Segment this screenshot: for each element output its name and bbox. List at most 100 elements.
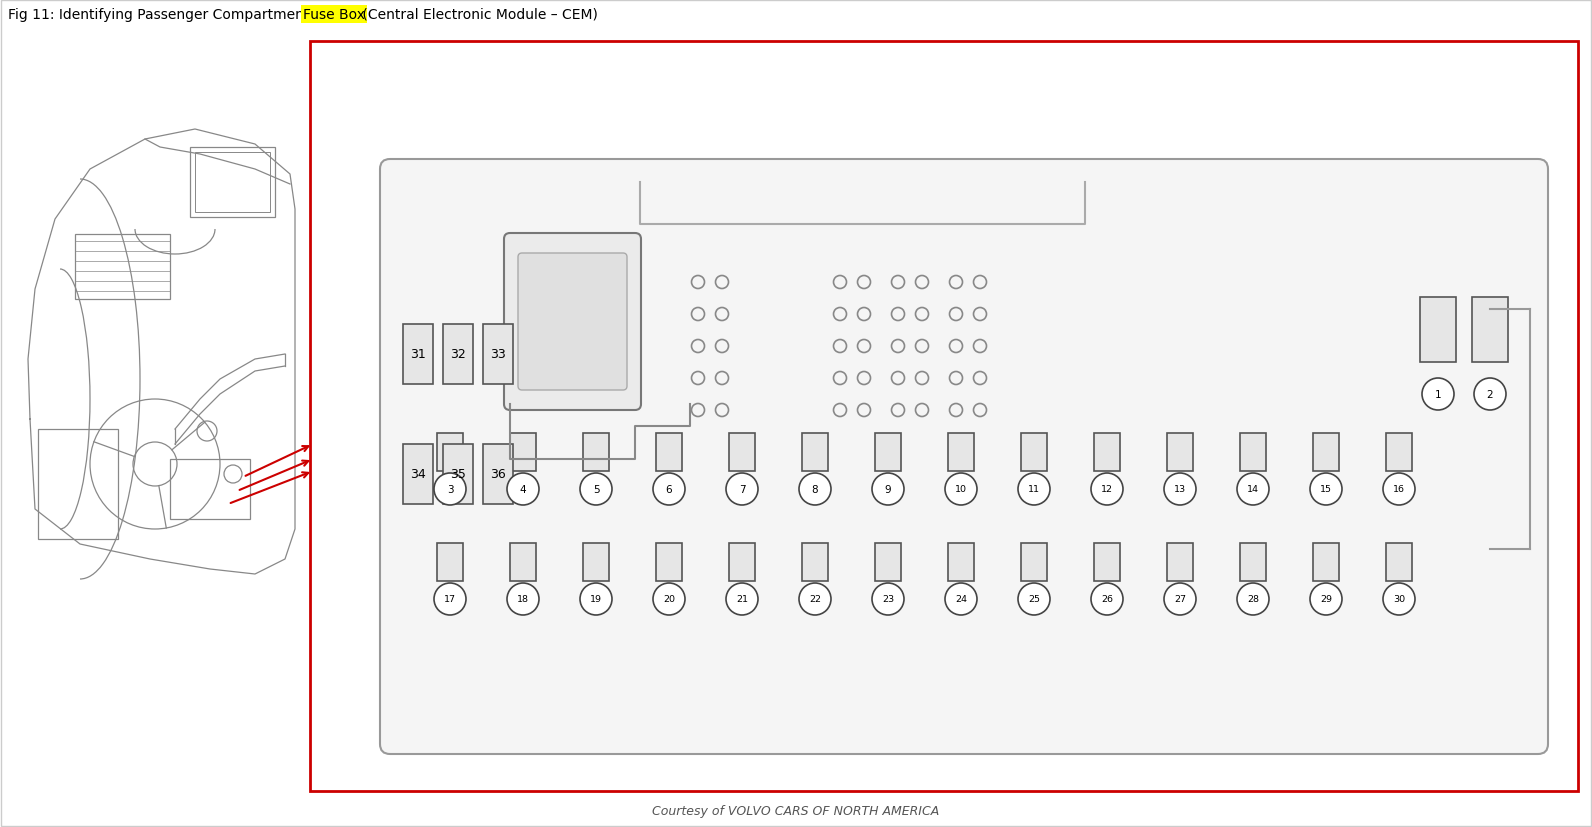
Text: Fig 11: Identifying Passenger Compartment: Fig 11: Identifying Passenger Compartmen… [8, 8, 314, 22]
Circle shape [435, 583, 466, 615]
Text: 6: 6 [665, 485, 672, 495]
Bar [1387, 543, 1412, 581]
Bar [802, 543, 828, 581]
Text: 25: 25 [1028, 595, 1040, 604]
Bar [1473, 297, 1508, 362]
Text: 22: 22 [809, 595, 821, 604]
Bar [729, 543, 755, 581]
Bar [403, 444, 433, 504]
Bar [1387, 433, 1412, 471]
Circle shape [1017, 583, 1051, 615]
Circle shape [1383, 473, 1415, 505]
Circle shape [1237, 473, 1269, 505]
Bar [403, 325, 433, 385]
Bar [38, 429, 118, 539]
Bar [1420, 297, 1457, 362]
Bar [194, 153, 271, 213]
Bar [802, 433, 828, 471]
Text: 32: 32 [451, 348, 466, 361]
Bar [729, 433, 755, 471]
Bar [509, 543, 537, 581]
Circle shape [1310, 583, 1342, 615]
Circle shape [1017, 473, 1051, 505]
Bar [1240, 543, 1266, 581]
Text: 28: 28 [1247, 595, 1259, 604]
Text: 16: 16 [1393, 485, 1406, 494]
Circle shape [435, 473, 466, 505]
Circle shape [1422, 379, 1453, 410]
Bar [189, 148, 275, 218]
Circle shape [1383, 583, 1415, 615]
Bar [1313, 433, 1339, 471]
Text: 12: 12 [1102, 485, 1113, 494]
Text: 5: 5 [592, 485, 599, 495]
Circle shape [1474, 379, 1506, 410]
Bar [583, 433, 610, 471]
Text: 13: 13 [1173, 485, 1186, 494]
Bar [583, 543, 610, 581]
Circle shape [1091, 583, 1122, 615]
Circle shape [799, 473, 831, 505]
Bar [876, 543, 901, 581]
FancyBboxPatch shape [380, 160, 1547, 754]
Bar [509, 433, 537, 471]
Bar [947, 433, 974, 471]
Text: 19: 19 [591, 595, 602, 604]
Circle shape [726, 473, 758, 505]
Bar [947, 543, 974, 581]
Bar [1490, 309, 1539, 549]
Circle shape [579, 583, 611, 615]
Text: 31: 31 [411, 348, 427, 361]
Text: 36: 36 [490, 468, 506, 481]
Text: 3: 3 [447, 485, 454, 495]
Circle shape [946, 473, 977, 505]
Text: 26: 26 [1102, 595, 1113, 604]
Bar [436, 433, 463, 471]
Bar [1020, 543, 1048, 581]
Text: 35: 35 [451, 468, 466, 481]
Text: 34: 34 [411, 468, 427, 481]
Text: Courtesy of VOLVO CARS OF NORTH AMERICA: Courtesy of VOLVO CARS OF NORTH AMERICA [653, 805, 939, 818]
Bar [310, 42, 1578, 791]
Bar [1094, 433, 1121, 471]
Bar [443, 444, 473, 504]
Text: 29: 29 [1320, 595, 1333, 604]
Bar [876, 433, 901, 471]
Text: 8: 8 [812, 485, 818, 495]
Text: 20: 20 [662, 595, 675, 604]
Text: (Central Electronic Module – CEM): (Central Electronic Module – CEM) [358, 8, 599, 22]
Bar [1167, 543, 1192, 581]
Text: Fuse Box: Fuse Box [302, 8, 365, 22]
Circle shape [1310, 473, 1342, 505]
Bar [1313, 543, 1339, 581]
Circle shape [799, 583, 831, 615]
Text: 15: 15 [1320, 485, 1333, 494]
Circle shape [1091, 473, 1122, 505]
Text: 4: 4 [519, 485, 527, 495]
Bar [1020, 433, 1048, 471]
Bar [1094, 543, 1121, 581]
Text: 24: 24 [955, 595, 966, 604]
Bar [482, 444, 513, 504]
Text: 9: 9 [885, 485, 892, 495]
Text: 27: 27 [1173, 595, 1186, 604]
Circle shape [1164, 473, 1196, 505]
Bar [436, 543, 463, 581]
Circle shape [506, 473, 540, 505]
Circle shape [1237, 583, 1269, 615]
Text: 14: 14 [1247, 485, 1259, 494]
Circle shape [1164, 583, 1196, 615]
Circle shape [872, 583, 904, 615]
Circle shape [946, 583, 977, 615]
Circle shape [506, 583, 540, 615]
Bar [656, 433, 681, 471]
Bar [75, 235, 170, 299]
Circle shape [872, 473, 904, 505]
Text: 18: 18 [517, 595, 529, 604]
FancyBboxPatch shape [505, 234, 642, 410]
Text: 7: 7 [739, 485, 745, 495]
Text: 10: 10 [955, 485, 966, 494]
Bar [1167, 433, 1192, 471]
Circle shape [653, 583, 685, 615]
Bar [1240, 433, 1266, 471]
